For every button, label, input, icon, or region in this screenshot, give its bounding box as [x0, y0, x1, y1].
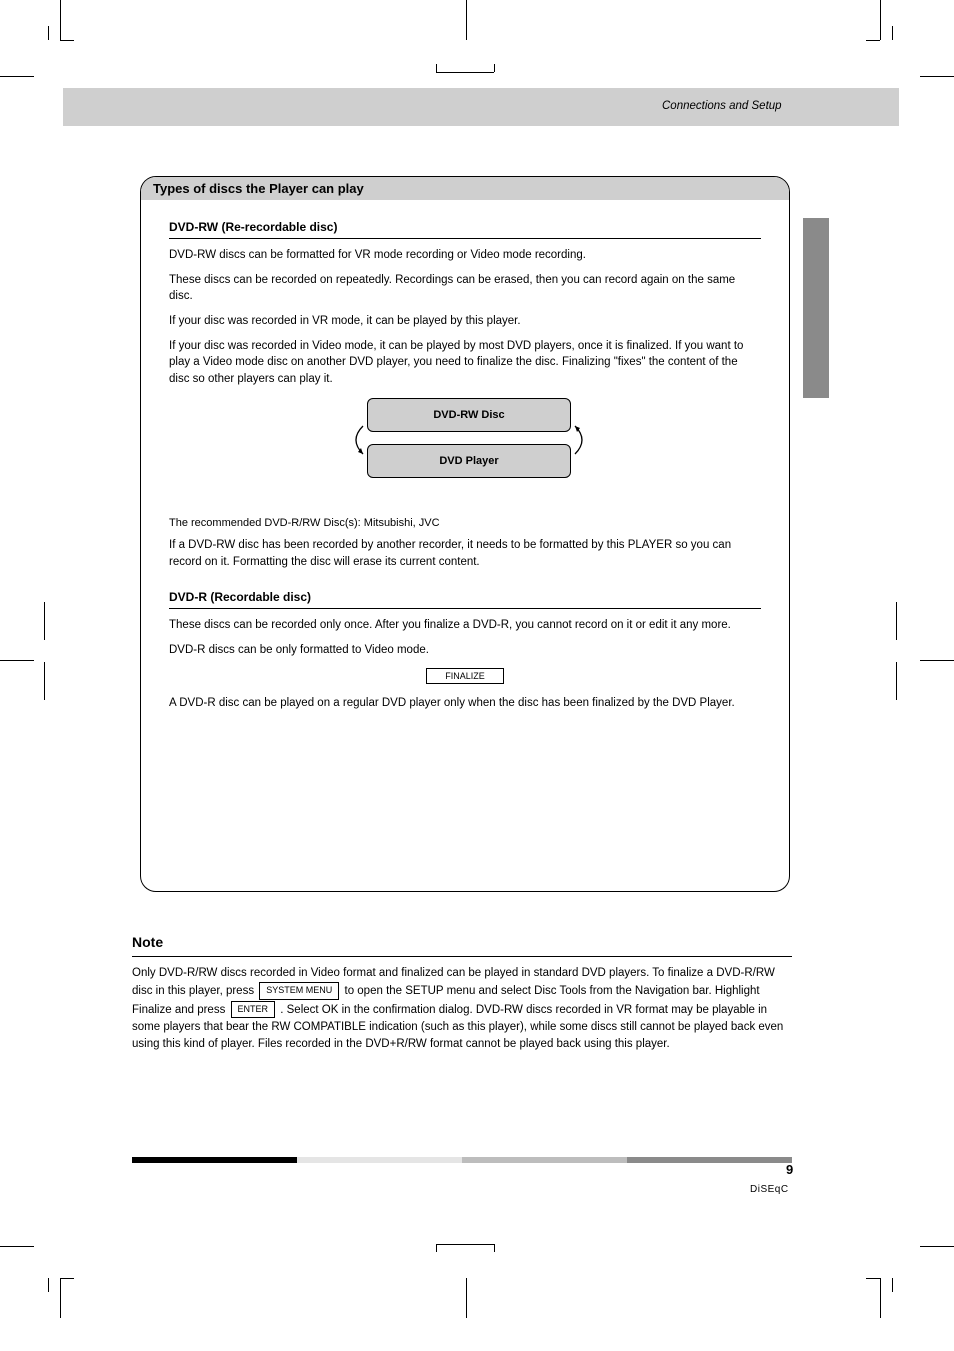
section2-rule	[169, 608, 761, 609]
side-tab	[803, 218, 829, 398]
crop-mark	[466, 0, 467, 40]
content-box: Types of discs the Player can play DVD-R…	[140, 176, 790, 892]
post-diagram-para: If a DVD-RW disc has been recorded by an…	[169, 537, 761, 570]
diagram-box-disc: DVD-RW Disc	[367, 398, 571, 432]
crop-mark	[494, 64, 495, 72]
crop-mark	[0, 1246, 34, 1247]
crop-mark	[880, 0, 881, 40]
page-root: Connections and Setup Types of discs the…	[0, 0, 954, 1351]
crop-mark	[866, 40, 880, 41]
footer-brand: DiSEqC	[750, 1184, 789, 1195]
finalize-key: FINALIZE	[426, 668, 504, 684]
crop-mark	[920, 76, 954, 77]
crop-mark	[892, 1278, 893, 1292]
crop-mark	[920, 660, 954, 661]
section1-rule	[169, 238, 761, 239]
crop-mark	[60, 1278, 74, 1279]
crop-mark	[48, 26, 49, 40]
enter-key: ENTER	[231, 1001, 276, 1019]
disc-player-diagram: DVD-RW Disc DVD Player	[169, 396, 761, 506]
crop-mark	[880, 1278, 881, 1318]
section1-label: DVD-RW (Re-recordable disc)	[169, 220, 761, 234]
colorbar-seg	[627, 1157, 792, 1163]
footer-colorbar	[132, 1150, 792, 1156]
crop-mark	[436, 1244, 437, 1252]
crop-mark	[436, 1244, 494, 1245]
colorbar-seg	[297, 1157, 462, 1163]
crop-mark	[896, 662, 897, 700]
colorbar-seg	[462, 1157, 627, 1163]
crop-mark	[866, 1278, 880, 1279]
crop-mark	[44, 602, 45, 640]
note-block: Note Only DVD-R/RW discs recorded in Vid…	[132, 906, 792, 1053]
colorbar-seg	[132, 1157, 297, 1163]
crop-mark	[436, 72, 494, 73]
section1-para: If your disc was recorded in VR mode, it…	[169, 313, 761, 330]
content-box-body: DVD-RW (Re-recordable disc) DVD-RW discs…	[141, 200, 789, 739]
crop-mark	[436, 64, 437, 72]
crop-mark	[60, 0, 61, 40]
cycle-arrow-right-icon	[569, 422, 593, 458]
section1-para: If your disc was recorded in Video mode,…	[169, 338, 761, 388]
after-button-para: A DVD-R disc can be played on a regular …	[169, 695, 761, 712]
crop-mark	[892, 26, 893, 40]
crop-mark	[920, 1246, 954, 1247]
crop-mark	[48, 1278, 49, 1292]
section2-para: These discs can be recorded only once. A…	[169, 617, 761, 634]
crop-mark	[896, 602, 897, 640]
crop-mark	[0, 76, 34, 77]
note-rule	[132, 956, 792, 957]
crop-mark	[494, 1244, 495, 1252]
section1-para: These discs can be recorded on repeatedl…	[169, 272, 761, 305]
crop-mark	[0, 660, 34, 661]
crop-mark	[60, 40, 74, 41]
diagram-box-player: DVD Player	[367, 444, 571, 478]
crop-mark	[466, 1278, 467, 1318]
crop-mark	[60, 1278, 61, 1318]
section2-para: DVD-R discs can be only formatted to Vid…	[169, 642, 761, 659]
note-body: Only DVD-R/RW discs recorded in Video fo…	[132, 965, 792, 1053]
system-menu-key: SYSTEM MENU	[259, 982, 339, 1000]
section1-para: DVD-RW discs can be formatted for VR mod…	[169, 247, 761, 264]
section2-label: DVD-R (Recordable disc)	[169, 590, 761, 604]
page-number: 9	[786, 1162, 793, 1177]
crop-mark	[44, 662, 45, 700]
finalize-key-row: FINALIZE	[169, 667, 761, 685]
post-diagram-para: The recommended DVD-R/RW Disc(s): Mitsub…	[169, 516, 761, 531]
header-section-title: Connections and Setup	[662, 100, 782, 112]
note-heading: Note	[132, 934, 792, 950]
content-box-title: Types of discs the Player can play	[141, 177, 789, 200]
cycle-arrow-left-icon	[345, 422, 369, 458]
